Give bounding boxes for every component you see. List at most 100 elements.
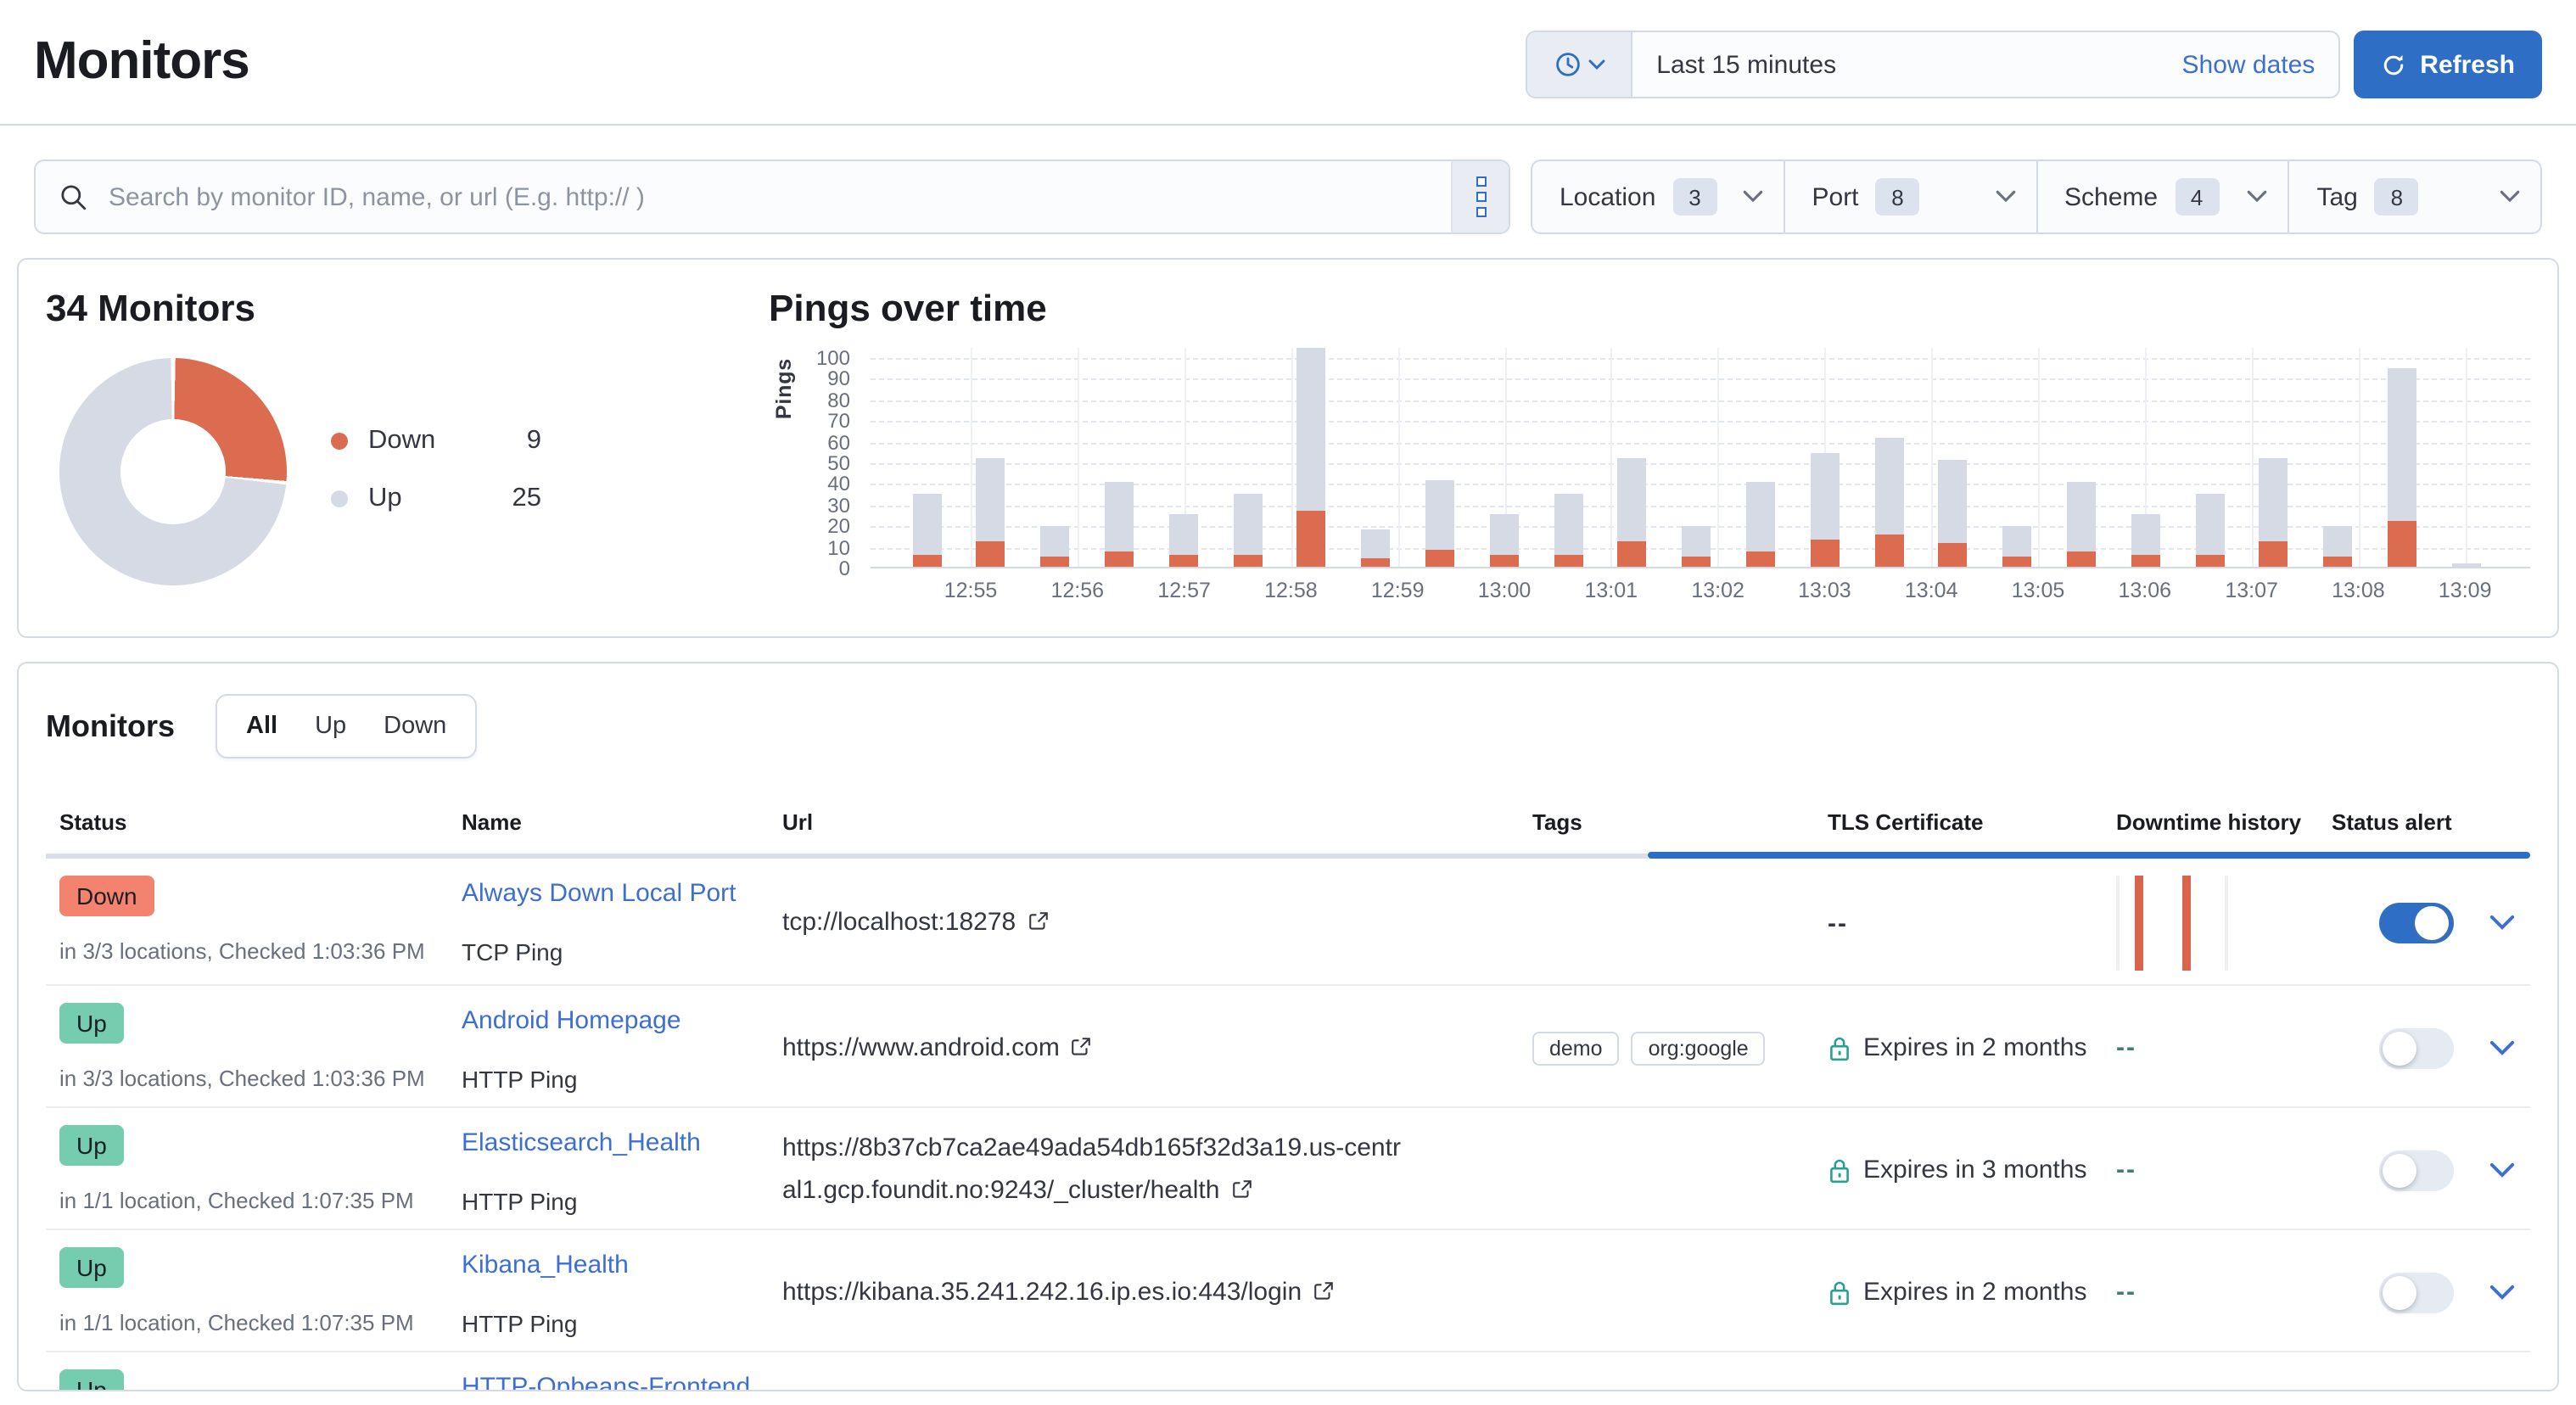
downtime-empty-value: --	[2116, 1033, 2136, 1062]
search-input[interactable]	[105, 181, 1451, 213]
monitor-name-link[interactable]: HTTP-Opbeans-Frontend	[462, 1373, 750, 1391]
external-link-icon[interactable]	[1072, 1027, 1092, 1070]
legend-dot	[331, 490, 348, 507]
ping-bar-down-segment	[1682, 557, 1711, 567]
lock-icon	[1828, 1279, 1851, 1306]
status-alert-cell	[2318, 1108, 2471, 1229]
ping-bar	[1810, 453, 1839, 567]
time-picker-quick-menu-button[interactable]	[1527, 32, 1632, 97]
expand-row-button[interactable]	[2471, 859, 2534, 984]
ping-bar-down-segment	[1810, 540, 1839, 567]
y-tick-label: 0	[799, 557, 850, 580]
ping-bar	[1554, 493, 1582, 567]
status-detail: in 3/3 locations, Checked 1:03:36 PM	[59, 1066, 434, 1091]
expand-row-button[interactable]	[2471, 986, 2534, 1106]
downtime-empty-value: --	[2116, 1156, 2136, 1184]
external-link-icon[interactable]	[1231, 1171, 1252, 1213]
status-cell: Up in 1/1 location, Checked 1:07:35 PM	[46, 1230, 448, 1351]
status-badge: Down	[59, 876, 154, 916]
ping-bar	[1233, 493, 1262, 567]
status-alert-toggle[interactable]	[2379, 1272, 2454, 1313]
monitor-url: https://8b37cb7ca2ae49ada54db165f32d3a19…	[782, 1127, 1414, 1213]
gridline	[1397, 348, 1399, 567]
table-scroll-indicator[interactable]	[46, 852, 2530, 859]
name-cell: Elasticsearch_Health HTTP Ping	[448, 1108, 769, 1229]
filter-port[interactable]: Port 8	[1785, 161, 2038, 232]
ping-bar	[1105, 483, 1134, 567]
gridline	[1931, 348, 1933, 567]
table-header-row: StatusNameUrlTagsTLS CertificateDowntime…	[46, 799, 2530, 852]
y-tick-label: 40	[799, 473, 850, 496]
gridline	[2465, 348, 2467, 567]
tag-badge[interactable]: demo	[1532, 1031, 1620, 1065]
external-link-icon[interactable]	[1028, 903, 1048, 945]
filter-label: Tag	[2317, 182, 2358, 211]
ping-bar-down-segment	[1554, 554, 1582, 567]
monitor-name-link[interactable]: Kibana_Health	[462, 1251, 629, 1279]
pings-plot-area	[871, 348, 2530, 568]
ping-bar-down-segment	[1425, 550, 1454, 567]
legend-label: Down	[368, 426, 473, 456]
monitor-name-link[interactable]: Elasticsearch_Health	[462, 1128, 701, 1157]
chevron-down-icon	[2500, 190, 2520, 204]
status-detail: in 1/1 location, Checked 1:07:35 PM	[59, 1310, 434, 1335]
downtime-bar	[2135, 876, 2143, 971]
ping-bar	[1425, 480, 1454, 567]
filter-tag[interactable]: Tag 8	[2290, 161, 2541, 232]
downtime-cell: --	[2103, 986, 2318, 1106]
filter-count-badge: 3	[1672, 178, 1716, 216]
url-cell: https://www.android.com	[769, 986, 1519, 1106]
expand-row-button[interactable]	[2471, 1352, 2534, 1391]
tag-badge[interactable]: org:google	[1632, 1031, 1766, 1065]
time-range-picker[interactable]: Last 15 minutes Show dates	[1526, 31, 2340, 98]
refresh-icon	[2381, 52, 2406, 77]
pings-y-axis: 0102030405060708090100	[796, 348, 857, 568]
monitor-name-link[interactable]: Always Down Local Port	[462, 879, 736, 908]
status-cell: Up in 1/1 location, Checked 1:07:35 PM	[46, 1108, 448, 1229]
sparkline-gridline	[2225, 876, 2228, 971]
status-badge: Up	[59, 1369, 124, 1391]
status-badge: Up	[59, 1125, 124, 1166]
legend-label: Up	[368, 484, 473, 514]
ping-bar	[1489, 514, 1518, 567]
ping-bar-down-segment	[1040, 557, 1069, 567]
status-alert-toggle[interactable]	[2379, 903, 2454, 943]
downtime-cell: --	[2103, 1230, 2318, 1351]
ping-bar-down-segment	[1489, 554, 1518, 567]
status-alert-toggle[interactable]	[2379, 1150, 2454, 1190]
monitor-list-header: Monitors AllUpDown	[46, 694, 2530, 758]
column-header-tags: Tags	[1519, 799, 1814, 852]
tab-all[interactable]: All	[227, 696, 296, 757]
url-cell: https://8b37cb7ca2ae49ada54db165f32d3a19…	[769, 1108, 1519, 1229]
time-range-value[interactable]: Last 15 minutes	[1632, 50, 2181, 79]
pings-section: Pings over time Pings 010203040506070809…	[769, 287, 2530, 609]
query-menu-button[interactable]	[1451, 161, 1509, 232]
filter-scheme[interactable]: Scheme 4	[2037, 161, 2290, 232]
downtime-sparkline	[2116, 876, 2228, 971]
tab-up[interactable]: Up	[296, 696, 365, 757]
column-header-downtime-history: Downtime history	[2103, 799, 2318, 852]
monitor-name-link[interactable]: Android Homepage	[462, 1006, 681, 1035]
tls-cell: --	[1814, 859, 2103, 984]
show-dates-link[interactable]: Show dates	[2182, 50, 2339, 79]
status-alert-toggle[interactable]	[2379, 1027, 2454, 1068]
ping-bar	[2323, 527, 2352, 567]
status-cell: Down in 3/3 locations, Checked 1:03:36 P…	[46, 859, 448, 984]
expand-row-button[interactable]	[2471, 1108, 2534, 1229]
external-link-icon[interactable]	[1313, 1272, 1334, 1314]
x-tick-label: 12:58	[1246, 579, 1335, 602]
tls-expiry: Expires in 3 months	[1863, 1156, 2086, 1184]
status-alert-cell	[2318, 986, 2471, 1106]
tls-cell: Expires in 2 months	[1814, 1230, 2103, 1351]
status-cell: Up in 3/3 locations, Checked 1:03:36 PM	[46, 986, 448, 1106]
ping-bar	[1618, 457, 1647, 567]
refresh-button[interactable]: Refresh	[2354, 31, 2542, 98]
toggle-knob	[2415, 906, 2449, 940]
clock-icon	[1554, 51, 1581, 78]
tls-cell: Expires in 3 months	[1814, 1108, 2103, 1229]
tab-down[interactable]: Down	[365, 696, 465, 757]
monitor-search-box[interactable]	[34, 160, 1510, 234]
table-row: Down in 3/3 locations, Checked 1:03:36 P…	[46, 859, 2530, 986]
expand-row-button[interactable]	[2471, 1230, 2534, 1351]
filter-location[interactable]: Location 3	[1532, 161, 1785, 232]
